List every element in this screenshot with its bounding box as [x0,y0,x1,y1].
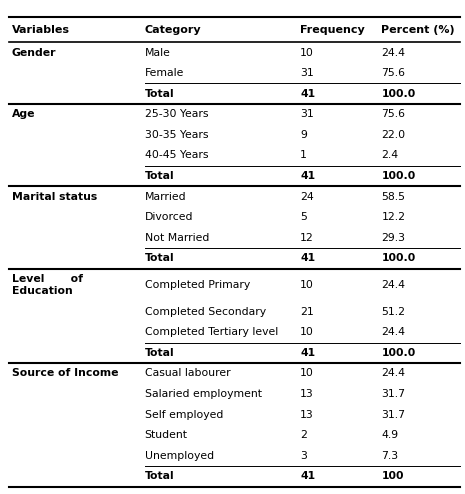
Text: 41: 41 [300,88,315,99]
Text: Unemployed: Unemployed [145,451,214,461]
Text: 31: 31 [300,68,314,78]
Text: 22.0: 22.0 [381,130,405,140]
Text: Salaried employment: Salaried employment [145,389,262,399]
Text: 7.3: 7.3 [381,451,399,461]
Text: Married: Married [145,192,186,202]
Text: 24.4: 24.4 [381,369,405,378]
Text: Total: Total [145,88,174,99]
Text: 40-45 Years: 40-45 Years [145,150,208,161]
Text: Source of Income: Source of Income [12,369,118,378]
Text: 10: 10 [300,328,314,337]
Text: Gender: Gender [12,47,56,57]
Text: Student: Student [145,430,187,440]
Text: Marital status: Marital status [12,192,97,202]
Text: 13: 13 [300,389,314,399]
Text: Total: Total [145,348,174,358]
Text: 3: 3 [300,451,307,461]
Text: 25-30 Years: 25-30 Years [145,109,208,119]
Text: 100.0: 100.0 [381,348,416,358]
Text: 41: 41 [300,253,315,263]
Text: 21: 21 [300,307,314,317]
Text: Frequency: Frequency [300,25,365,35]
Text: 30-35 Years: 30-35 Years [145,130,208,140]
Text: 100.0: 100.0 [381,253,416,263]
Text: Self employed: Self employed [145,410,223,419]
Text: Total: Total [145,171,174,181]
Text: 24: 24 [300,192,314,202]
Text: 10: 10 [300,280,314,290]
Text: 4.9: 4.9 [381,430,399,440]
Text: 58.5: 58.5 [381,192,405,202]
Text: Variables: Variables [12,25,70,35]
Text: 24.4: 24.4 [381,328,405,337]
Text: Completed Primary: Completed Primary [145,280,250,290]
Text: 100.0: 100.0 [381,171,416,181]
Text: 24.4: 24.4 [381,280,405,290]
Text: 9: 9 [300,130,307,140]
Text: 13: 13 [300,410,314,419]
Text: Level       of
Education: Level of Education [12,274,83,296]
Text: Total: Total [145,471,174,481]
Text: 31: 31 [300,109,314,119]
Text: 12: 12 [300,233,314,243]
Text: 41: 41 [300,471,315,481]
Text: 29.3: 29.3 [381,233,405,243]
Text: 5: 5 [300,212,307,222]
Text: Male: Male [145,47,171,57]
Text: 31.7: 31.7 [381,389,405,399]
Text: 100: 100 [381,471,404,481]
Text: 31.7: 31.7 [381,410,405,419]
Text: 1: 1 [300,150,307,161]
Text: Casual labourer: Casual labourer [145,369,230,378]
Text: 2: 2 [300,430,307,440]
Text: 41: 41 [300,171,315,181]
Text: 75.6: 75.6 [381,68,405,78]
Text: 41: 41 [300,348,315,358]
Text: Not Married: Not Married [145,233,209,243]
Text: 51.2: 51.2 [381,307,405,317]
Text: 10: 10 [300,47,314,57]
Text: Divorced: Divorced [145,212,193,222]
Text: 12.2: 12.2 [381,212,405,222]
Text: Total: Total [145,253,174,263]
Text: Completed Secondary: Completed Secondary [145,307,266,317]
Text: 10: 10 [300,369,314,378]
Text: Completed Tertiary level: Completed Tertiary level [145,328,278,337]
Text: Age: Age [12,109,35,119]
Text: 24.4: 24.4 [381,47,405,57]
Text: Category: Category [145,25,201,35]
Text: 75.6: 75.6 [381,109,405,119]
Text: 100.0: 100.0 [381,88,416,99]
Text: Percent (%): Percent (%) [381,25,455,35]
Text: Female: Female [145,68,184,78]
Text: 2.4: 2.4 [381,150,399,161]
